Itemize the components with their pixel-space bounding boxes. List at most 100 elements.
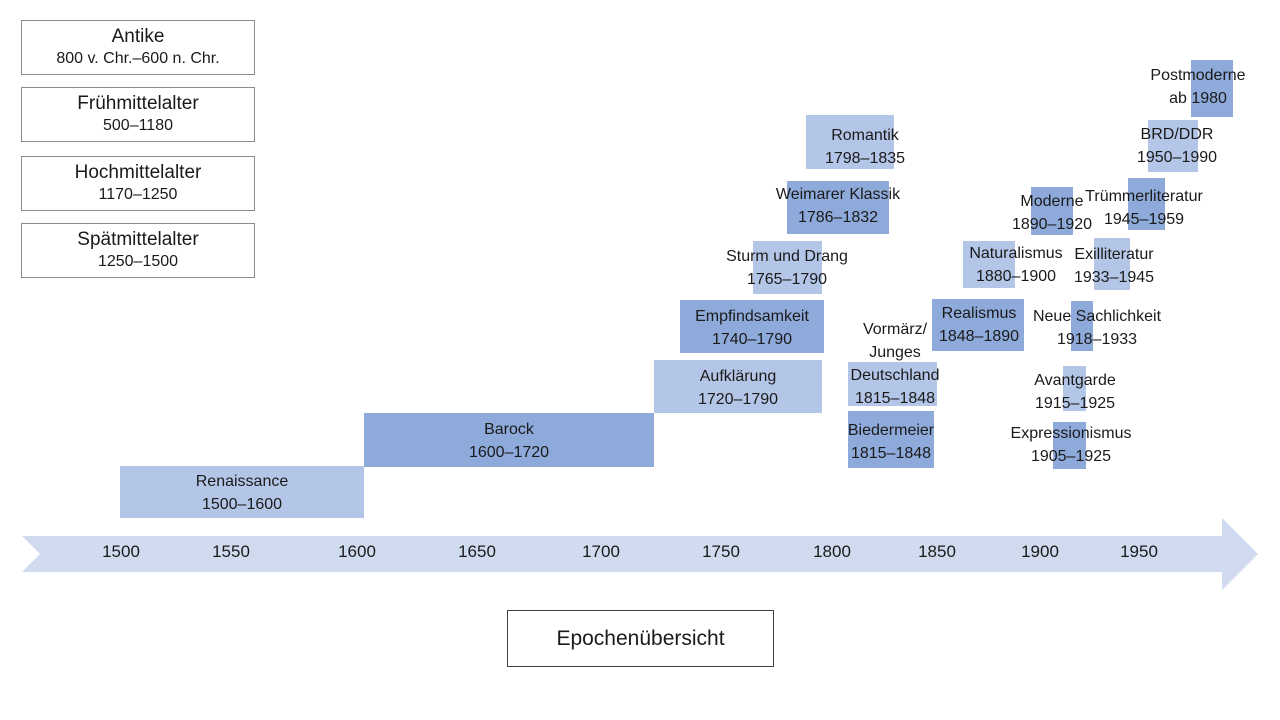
epoch-bar-brd-ddr bbox=[1148, 120, 1198, 172]
epoch-name: Spätmittelalter bbox=[77, 229, 199, 250]
epoch-name: Hochmittelalter bbox=[74, 162, 202, 183]
tick-label-1950: 1950 bbox=[1120, 542, 1158, 561]
title-text: Epochenübersicht bbox=[556, 626, 725, 650]
epoch-label-weimarer-klassik: Weimarer Klassik 1786–1832 bbox=[776, 183, 900, 229]
epoch-name: Antike bbox=[111, 26, 165, 47]
epoch-bar-empfindsamkeit bbox=[680, 300, 824, 353]
epoch-label-expressionismus: Expressionismus 1905–1925 bbox=[1011, 422, 1132, 468]
epoch-bar-weimarer-klassik bbox=[787, 181, 889, 234]
early-epoch-fruehmittelalter: Frühmittelalter 500–1180 bbox=[21, 87, 255, 142]
epoch-range: 1720–1790 bbox=[697, 391, 779, 408]
early-epoch-hochmittelalter: Hochmittelalter 1170–1250 bbox=[21, 156, 255, 211]
epoch-bar-moderne bbox=[1031, 187, 1073, 235]
epoch-range: 1765–1790 bbox=[746, 271, 828, 288]
epoch-label-realismus: Realismus 1848–1890 bbox=[939, 302, 1019, 348]
epoch-range: 1170–1250 bbox=[98, 186, 178, 203]
epoch-label-neue-sachlichkeit: Neue Sachlichkeit 1918–1933 bbox=[1033, 305, 1161, 351]
early-epoch-spaetmittelalter: Spätmittelalter 1250–1500 bbox=[21, 223, 255, 278]
epoch-range: 1500–1600 bbox=[201, 496, 283, 513]
epoch-range: 1880–1900 bbox=[975, 268, 1057, 285]
epoch-name: Trümmerliteratur bbox=[1085, 188, 1203, 205]
epoch-range: 1740–1790 bbox=[711, 331, 793, 348]
epoch-range: ab 1980 bbox=[1169, 90, 1227, 107]
epoch-range: 1915–1925 bbox=[1034, 395, 1116, 412]
epoch-name: Realismus bbox=[941, 305, 1017, 322]
tick-label-1850: 1850 bbox=[918, 542, 956, 561]
epoch-name: Expressionismus bbox=[1010, 425, 1132, 442]
epoch-range: 1933–1945 bbox=[1073, 269, 1155, 286]
epoch-range: 1918–1933 bbox=[1056, 331, 1138, 348]
epoch-range: 1950–1990 bbox=[1136, 149, 1218, 166]
epoch-name: BRD/DDR bbox=[1140, 126, 1214, 143]
epoch-range: 1945–1959 bbox=[1103, 211, 1185, 228]
epoch-label-empfindsamkeit: Empfindsamkeit 1740–1790 bbox=[695, 305, 809, 351]
epoch-label-aufklaerung: Aufklärung 1720–1790 bbox=[698, 365, 778, 411]
epoch-range: 1890–1920 bbox=[1011, 216, 1093, 233]
epoch-label-avantgarde: Avantgarde 1915–1925 bbox=[1034, 369, 1116, 415]
epoch-bar-naturalismus bbox=[963, 241, 1015, 288]
epoch-bar-neue-sachlichkeit bbox=[1071, 301, 1093, 351]
early-epoch-antike: Antike 800 v. Chr.–600 n. Chr. bbox=[21, 20, 255, 75]
tick-label-1650: 1650 bbox=[458, 542, 496, 561]
epoch-name: Moderne bbox=[1020, 193, 1084, 210]
epoch-bar-truemmerliteratur bbox=[1128, 178, 1165, 230]
epoch-range: 1250–1500 bbox=[97, 253, 179, 270]
epoch-bar-postmoderne bbox=[1191, 60, 1233, 117]
epoch-bar-biedermeier bbox=[848, 411, 934, 468]
epoch-name: Sturm und Drang bbox=[726, 248, 848, 265]
epoch-name: Deutschland bbox=[850, 367, 940, 384]
epoch-name: Avantgarde bbox=[1034, 372, 1116, 389]
tick-label-1750: 1750 bbox=[702, 542, 740, 561]
epoch-label-renaissance: Renaissance 1500–1600 bbox=[196, 470, 289, 516]
tick-label-1550: 1550 bbox=[212, 542, 250, 561]
epoch-label-barock: Barock 1600–1720 bbox=[469, 418, 549, 464]
epoch-name: Barock bbox=[484, 421, 534, 438]
epoch-name: Empfindsamkeit bbox=[695, 308, 809, 325]
epoch-range: 1815–1848 bbox=[854, 390, 936, 407]
epoch-label-moderne: Moderne 1890–1920 bbox=[1012, 190, 1092, 236]
tick-label-1700: 1700 bbox=[582, 542, 620, 561]
epoch-range: 1600–1720 bbox=[468, 444, 550, 461]
epoch-label-vormaerz: Vormärz/Junges Deutschland 1815–1848 bbox=[851, 318, 940, 410]
epoch-bar-renaissance bbox=[120, 466, 364, 518]
epoch-bar-exilliteratur bbox=[1094, 238, 1130, 290]
epoch-label-postmoderne: Postmoderne ab 1980 bbox=[1150, 64, 1245, 110]
epoch-range: 800 v. Chr.–600 n. Chr. bbox=[56, 50, 220, 67]
epoch-label-brd-ddr: BRD/DDR 1950–1990 bbox=[1137, 123, 1217, 169]
epoch-range: 1815–1848 bbox=[850, 445, 932, 462]
epoch-name: Junges bbox=[869, 344, 921, 361]
epoch-name: Exilliteratur bbox=[1074, 246, 1154, 263]
epoch-label-sturm-und-drang: Sturm und Drang 1765–1790 bbox=[726, 245, 848, 291]
epoch-label-romantik: Romantik 1798–1835 bbox=[825, 124, 905, 170]
diagram-title: Epochenübersicht bbox=[507, 610, 774, 667]
tick-label-1900: 1900 bbox=[1021, 542, 1059, 561]
epoch-bar-expressionismus bbox=[1053, 422, 1086, 469]
tick-label-1800: 1800 bbox=[813, 542, 851, 561]
epoch-bar-aufklaerung bbox=[654, 360, 822, 413]
tick-label-1500: 1500 bbox=[102, 542, 140, 561]
epoch-bar-vormaerz bbox=[848, 362, 937, 406]
epoch-name: Vormärz/ bbox=[862, 321, 928, 338]
epoch-label-biedermeier: Biedermeier 1815–1848 bbox=[848, 419, 934, 465]
epoch-bar-realismus bbox=[932, 299, 1024, 351]
epoch-name: Biedermeier bbox=[847, 422, 935, 439]
epoch-range: 1905–1925 bbox=[1030, 448, 1112, 465]
epoch-bar-romantik bbox=[806, 115, 894, 169]
epoch-bar-sturm-und-drang bbox=[753, 241, 822, 294]
epoch-label-naturalismus: Naturalismus 1880–1900 bbox=[969, 242, 1062, 288]
epoch-label-truemmerliteratur: Trümmerliteratur 1945–1959 bbox=[1085, 185, 1203, 231]
epoch-bar-avantgarde bbox=[1063, 366, 1086, 411]
epoch-name: Weimarer Klassik bbox=[775, 186, 901, 203]
epoch-range: 500–1180 bbox=[103, 117, 173, 134]
epoch-name: Neue Sachlichkeit bbox=[1032, 308, 1162, 325]
epoch-name: Renaissance bbox=[195, 473, 289, 490]
epoch-range: 1848–1890 bbox=[938, 328, 1020, 345]
epoch-name: Aufklärung bbox=[699, 368, 777, 385]
epoch-bar-barock bbox=[364, 413, 654, 467]
epoch-range: 1798–1835 bbox=[824, 150, 906, 167]
timeline-arrow-shape bbox=[22, 518, 1258, 590]
epoch-name: Naturalismus bbox=[969, 245, 1063, 262]
epoch-name: Romantik bbox=[831, 127, 899, 144]
epoch-label-exilliteratur: Exilliteratur 1933–1945 bbox=[1074, 243, 1154, 289]
